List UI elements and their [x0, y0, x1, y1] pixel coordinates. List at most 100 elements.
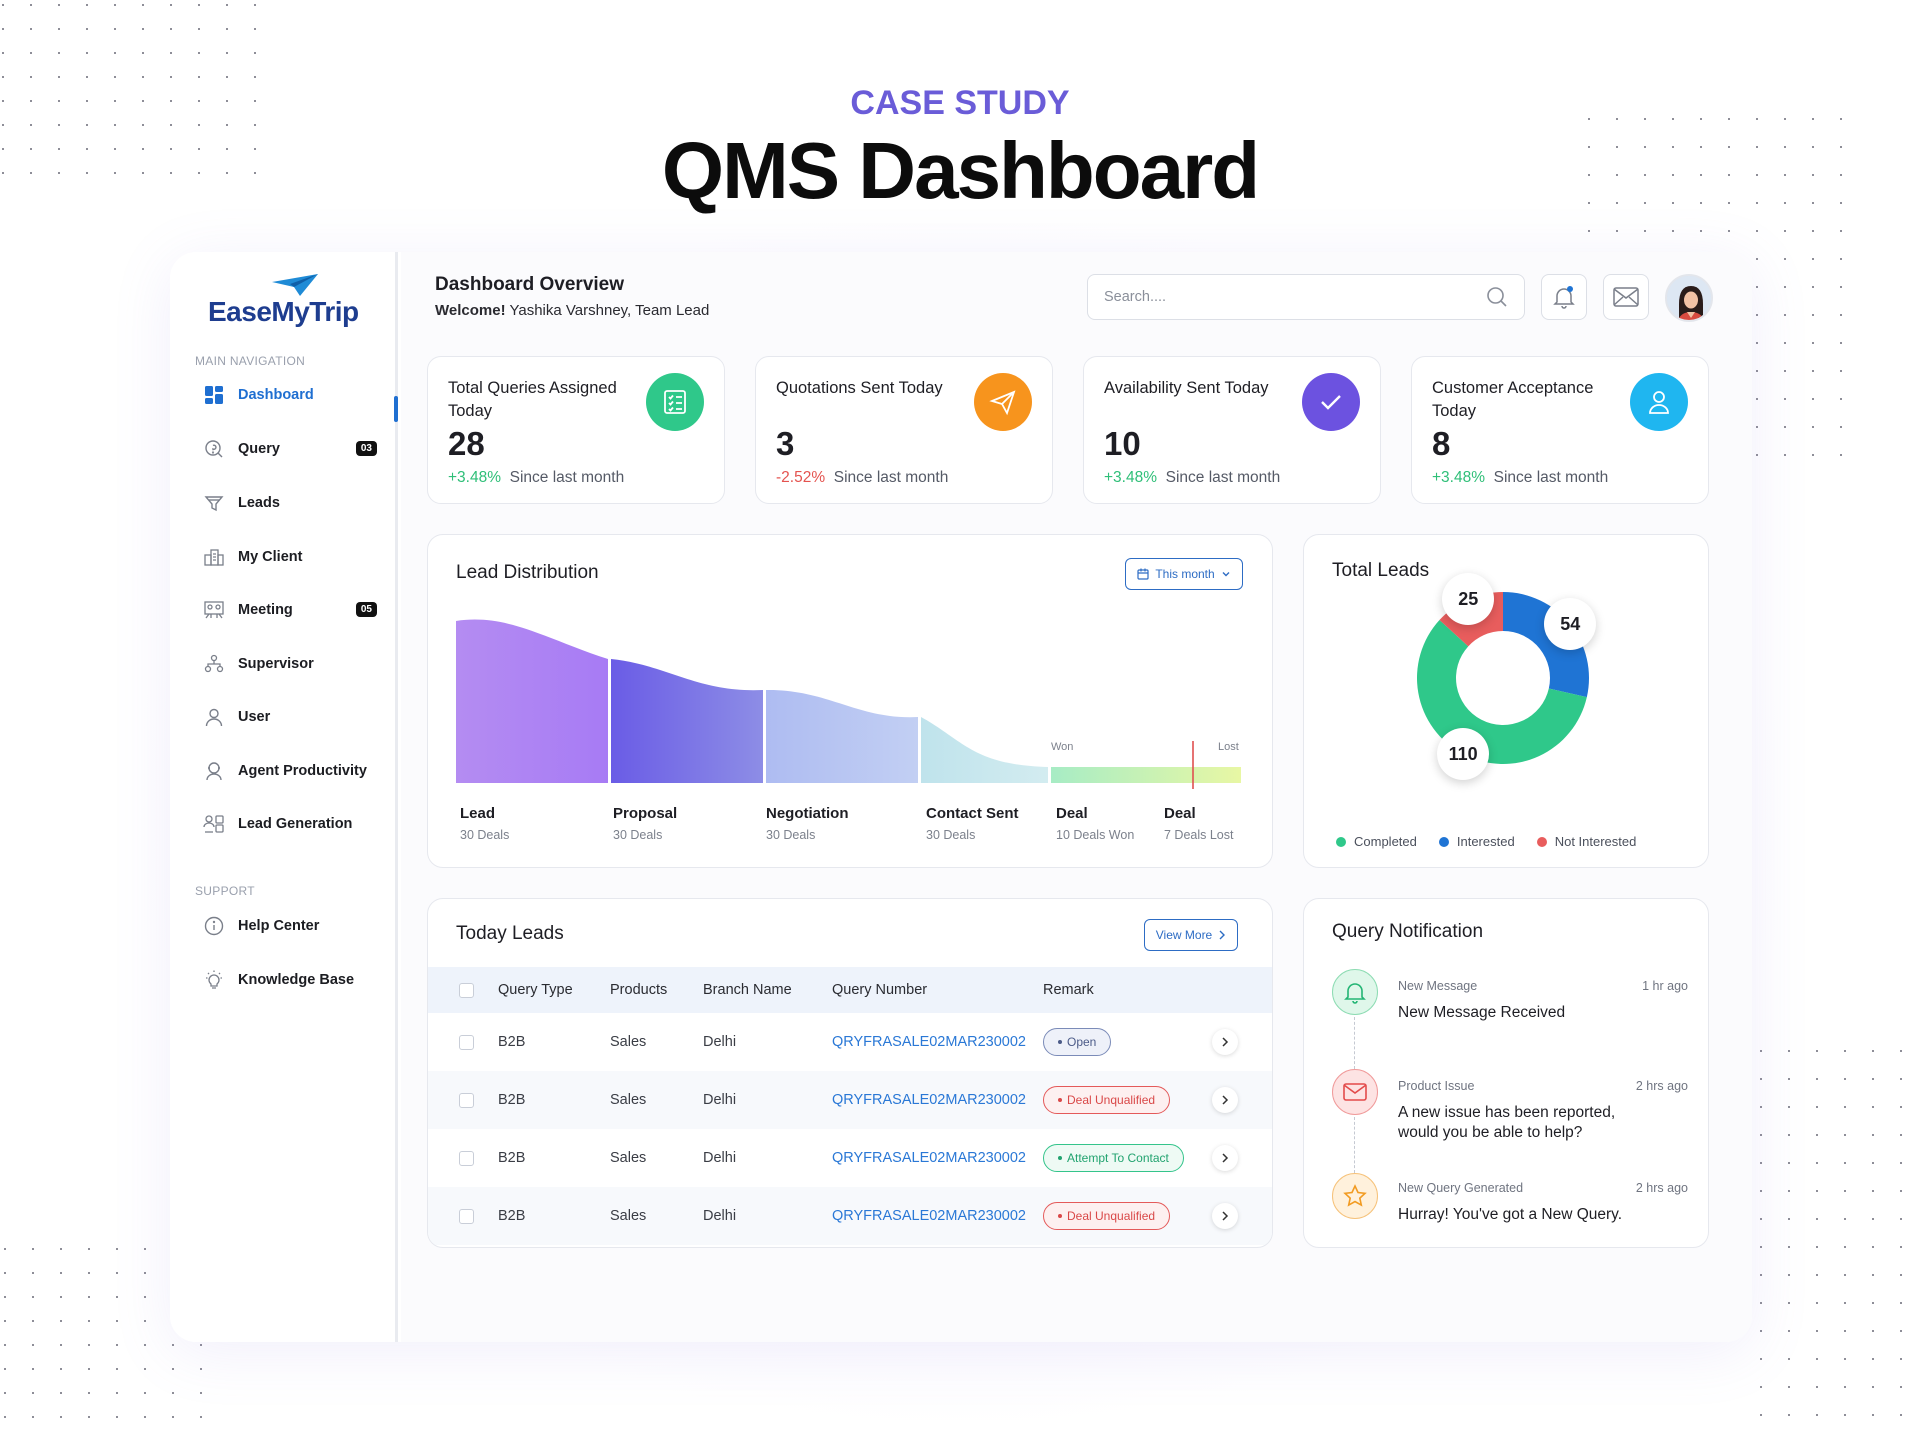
stat-label: Availability Sent Today [1104, 379, 1269, 397]
query-number-link[interactable]: QRYFRASALE02MAR230002 [832, 1208, 1026, 1224]
remark-label: Deal Unqualified [1067, 1209, 1156, 1223]
notification-message[interactable]: A new issue has been reported, would you… [1398, 1104, 1616, 1141]
table-row[interactable]: B2B Sales Delhi QRYFRASALE02MAR230002 De… [428, 1071, 1272, 1129]
sidebar-item-knowledge-base[interactable]: Knowledge Base [202, 965, 377, 995]
stage-name: Proposal [613, 805, 678, 822]
lead-distribution-card: Lead Distribution This month [427, 534, 1273, 868]
row-checkbox[interactable] [459, 1071, 474, 1129]
legend-label: Interested [1456, 834, 1515, 849]
sidebar-item-lead-generation[interactable]: Lead Generation [202, 809, 377, 839]
notification-message[interactable]: New Message Received [1398, 1004, 1566, 1021]
welcome-text: Welcome! Yashika Varshney, Team Lead [435, 302, 709, 319]
sidebar-item-leads[interactable]: Leads [202, 488, 377, 518]
query-notification-card: Query Notification New Message 1 hr ago … [1303, 898, 1709, 1248]
status-dot [1058, 1040, 1062, 1044]
query-number-link[interactable]: QRYFRASALE02MAR230002 [832, 1092, 1026, 1108]
remark-pill: Open [1043, 1028, 1112, 1056]
change-percent: +3.48% [1104, 469, 1158, 486]
stat-label: Total Queries Assigned Today [448, 379, 617, 420]
notifications-button[interactable] [1541, 274, 1587, 320]
sidebar-item-agent-productivity[interactable]: Agent Productivity [202, 756, 377, 786]
legend-item: Not Interested [1536, 834, 1636, 849]
query-type-cell: B2B [498, 1208, 526, 1224]
remark-pill: Deal Unqualified [1043, 1202, 1171, 1230]
table-row[interactable]: B2B Sales Delhi QRYFRASALE02MAR230002 De… [428, 1187, 1272, 1245]
stat-label: Quotations Sent Today [776, 379, 943, 397]
case-study-kicker: CASE STUDY [850, 84, 1070, 122]
stat-card-availability-sent[interactable]: Availability Sent Today 10 +3.48% Since … [1083, 356, 1381, 504]
view-more-button[interactable]: View More [1144, 919, 1238, 951]
donut-slice-completed[interactable] [1417, 620, 1587, 764]
period-label: This month [1155, 567, 1215, 581]
status-dot [1058, 1098, 1062, 1102]
funnel-stage-won-lost [1051, 767, 1241, 783]
row-checkbox[interactable] [459, 1129, 474, 1187]
stage-name: Deal [1056, 805, 1088, 822]
sidebar-item-user[interactable]: User [202, 702, 377, 732]
row-expand-button[interactable] [1212, 1187, 1238, 1245]
sidebar-item-supervisor[interactable]: Supervisor [202, 649, 377, 679]
legend-label: Completed [1354, 834, 1417, 849]
column-header[interactable]: Query Type [498, 982, 573, 998]
table-row[interactable]: B2B Sales Delhi QRYFRASALE02MAR230002 At… [428, 1129, 1272, 1187]
hero-title: QMS Dashboard [661, 126, 1260, 215]
stat-card-total-queries[interactable]: Total Queries Assigned Today 28 +3.48% S… [427, 356, 725, 504]
status-badge: Deal Unqualified [1043, 1187, 1171, 1245]
logo-text: EaseMyTrip [208, 296, 359, 327]
query-icon [202, 437, 226, 461]
change-percent: -2.52% [776, 469, 826, 486]
column-header[interactable]: Remark [1043, 982, 1094, 998]
stat-value: 8 [1432, 425, 1451, 462]
funnel-icon [202, 491, 226, 515]
row-expand-button[interactable] [1212, 1071, 1238, 1129]
stat-change: +3.48% Since last month [448, 469, 624, 487]
search-input[interactable]: Search.... [1087, 274, 1525, 320]
row-expand-button[interactable] [1212, 1129, 1238, 1187]
stat-card-quotations-sent[interactable]: Quotations Sent Today 3 -2.52% Since las… [755, 356, 1053, 504]
notification-message[interactable]: Hurray! You've got a New Query. [1398, 1206, 1623, 1223]
chevron-right-icon [1222, 1095, 1229, 1105]
table-row[interactable]: B2B Sales Delhi QRYFRASALE02MAR230002 Op… [428, 1013, 1272, 1071]
query-number-link[interactable]: QRYFRASALE02MAR230002 [832, 1034, 1026, 1050]
messages-button[interactable] [1603, 274, 1649, 320]
building-icon [202, 545, 226, 569]
search-icon [1487, 287, 1507, 307]
status-badge: Deal Unqualified [1043, 1071, 1171, 1129]
query-number-link[interactable]: QRYFRASALE02MAR230002 [832, 1150, 1026, 1166]
period-dropdown[interactable]: This month [1125, 558, 1243, 590]
chevron-down-icon [1222, 572, 1230, 577]
dashboard-icon [202, 383, 226, 407]
change-since: Since last month [509, 469, 625, 486]
donut-slice-interested[interactable] [1503, 592, 1589, 698]
sidebar-item-query[interactable]: Query 03 [202, 434, 377, 464]
stat-card-customer-acceptance[interactable]: Customer Acceptance Today 8 +3.48% Since… [1411, 356, 1709, 504]
meeting-count-badge: 05 [355, 602, 377, 617]
remark-label: Attempt To Contact [1067, 1151, 1169, 1165]
sidebar-item-my-client[interactable]: My Client [202, 542, 377, 572]
legend-item: Interested [1438, 834, 1515, 849]
sidebar-item-help-center[interactable]: Help Center [202, 911, 377, 941]
legend-swatch [1336, 836, 1346, 847]
funnel-stage-contact-sent [921, 717, 1048, 783]
row-expand-button[interactable] [1212, 1013, 1238, 1071]
funnel-stage-negotiation [766, 689, 918, 783]
change-percent: +3.48% [448, 469, 502, 486]
column-header[interactable]: Query Number [832, 982, 928, 998]
query-type-cell: B2B [498, 1034, 526, 1050]
funnel-chart [456, 619, 1241, 789]
row-checkbox[interactable] [459, 1013, 474, 1071]
product-cell: Sales [610, 1150, 647, 1166]
stage-deals: 30 Deals [766, 828, 816, 842]
column-header[interactable]: Branch Name [703, 982, 792, 998]
logo[interactable]: EaseMyTrip [208, 270, 368, 330]
column-header[interactable]: Products [610, 982, 668, 998]
row-checkbox[interactable] [459, 1187, 474, 1245]
notification-time: 2 hrs ago [1635, 1079, 1688, 1093]
avatar[interactable] [1665, 274, 1713, 322]
sidebar-item-dashboard[interactable]: Dashboard [202, 380, 377, 410]
sidebar-item-meeting[interactable]: Meeting 05 [202, 595, 377, 625]
support-heading: SUPPORT [195, 884, 255, 898]
notification-time: 1 hr ago [1642, 979, 1688, 993]
select-all-checkbox[interactable] [459, 967, 474, 1013]
donut-value-label: 25 [1442, 573, 1495, 626]
